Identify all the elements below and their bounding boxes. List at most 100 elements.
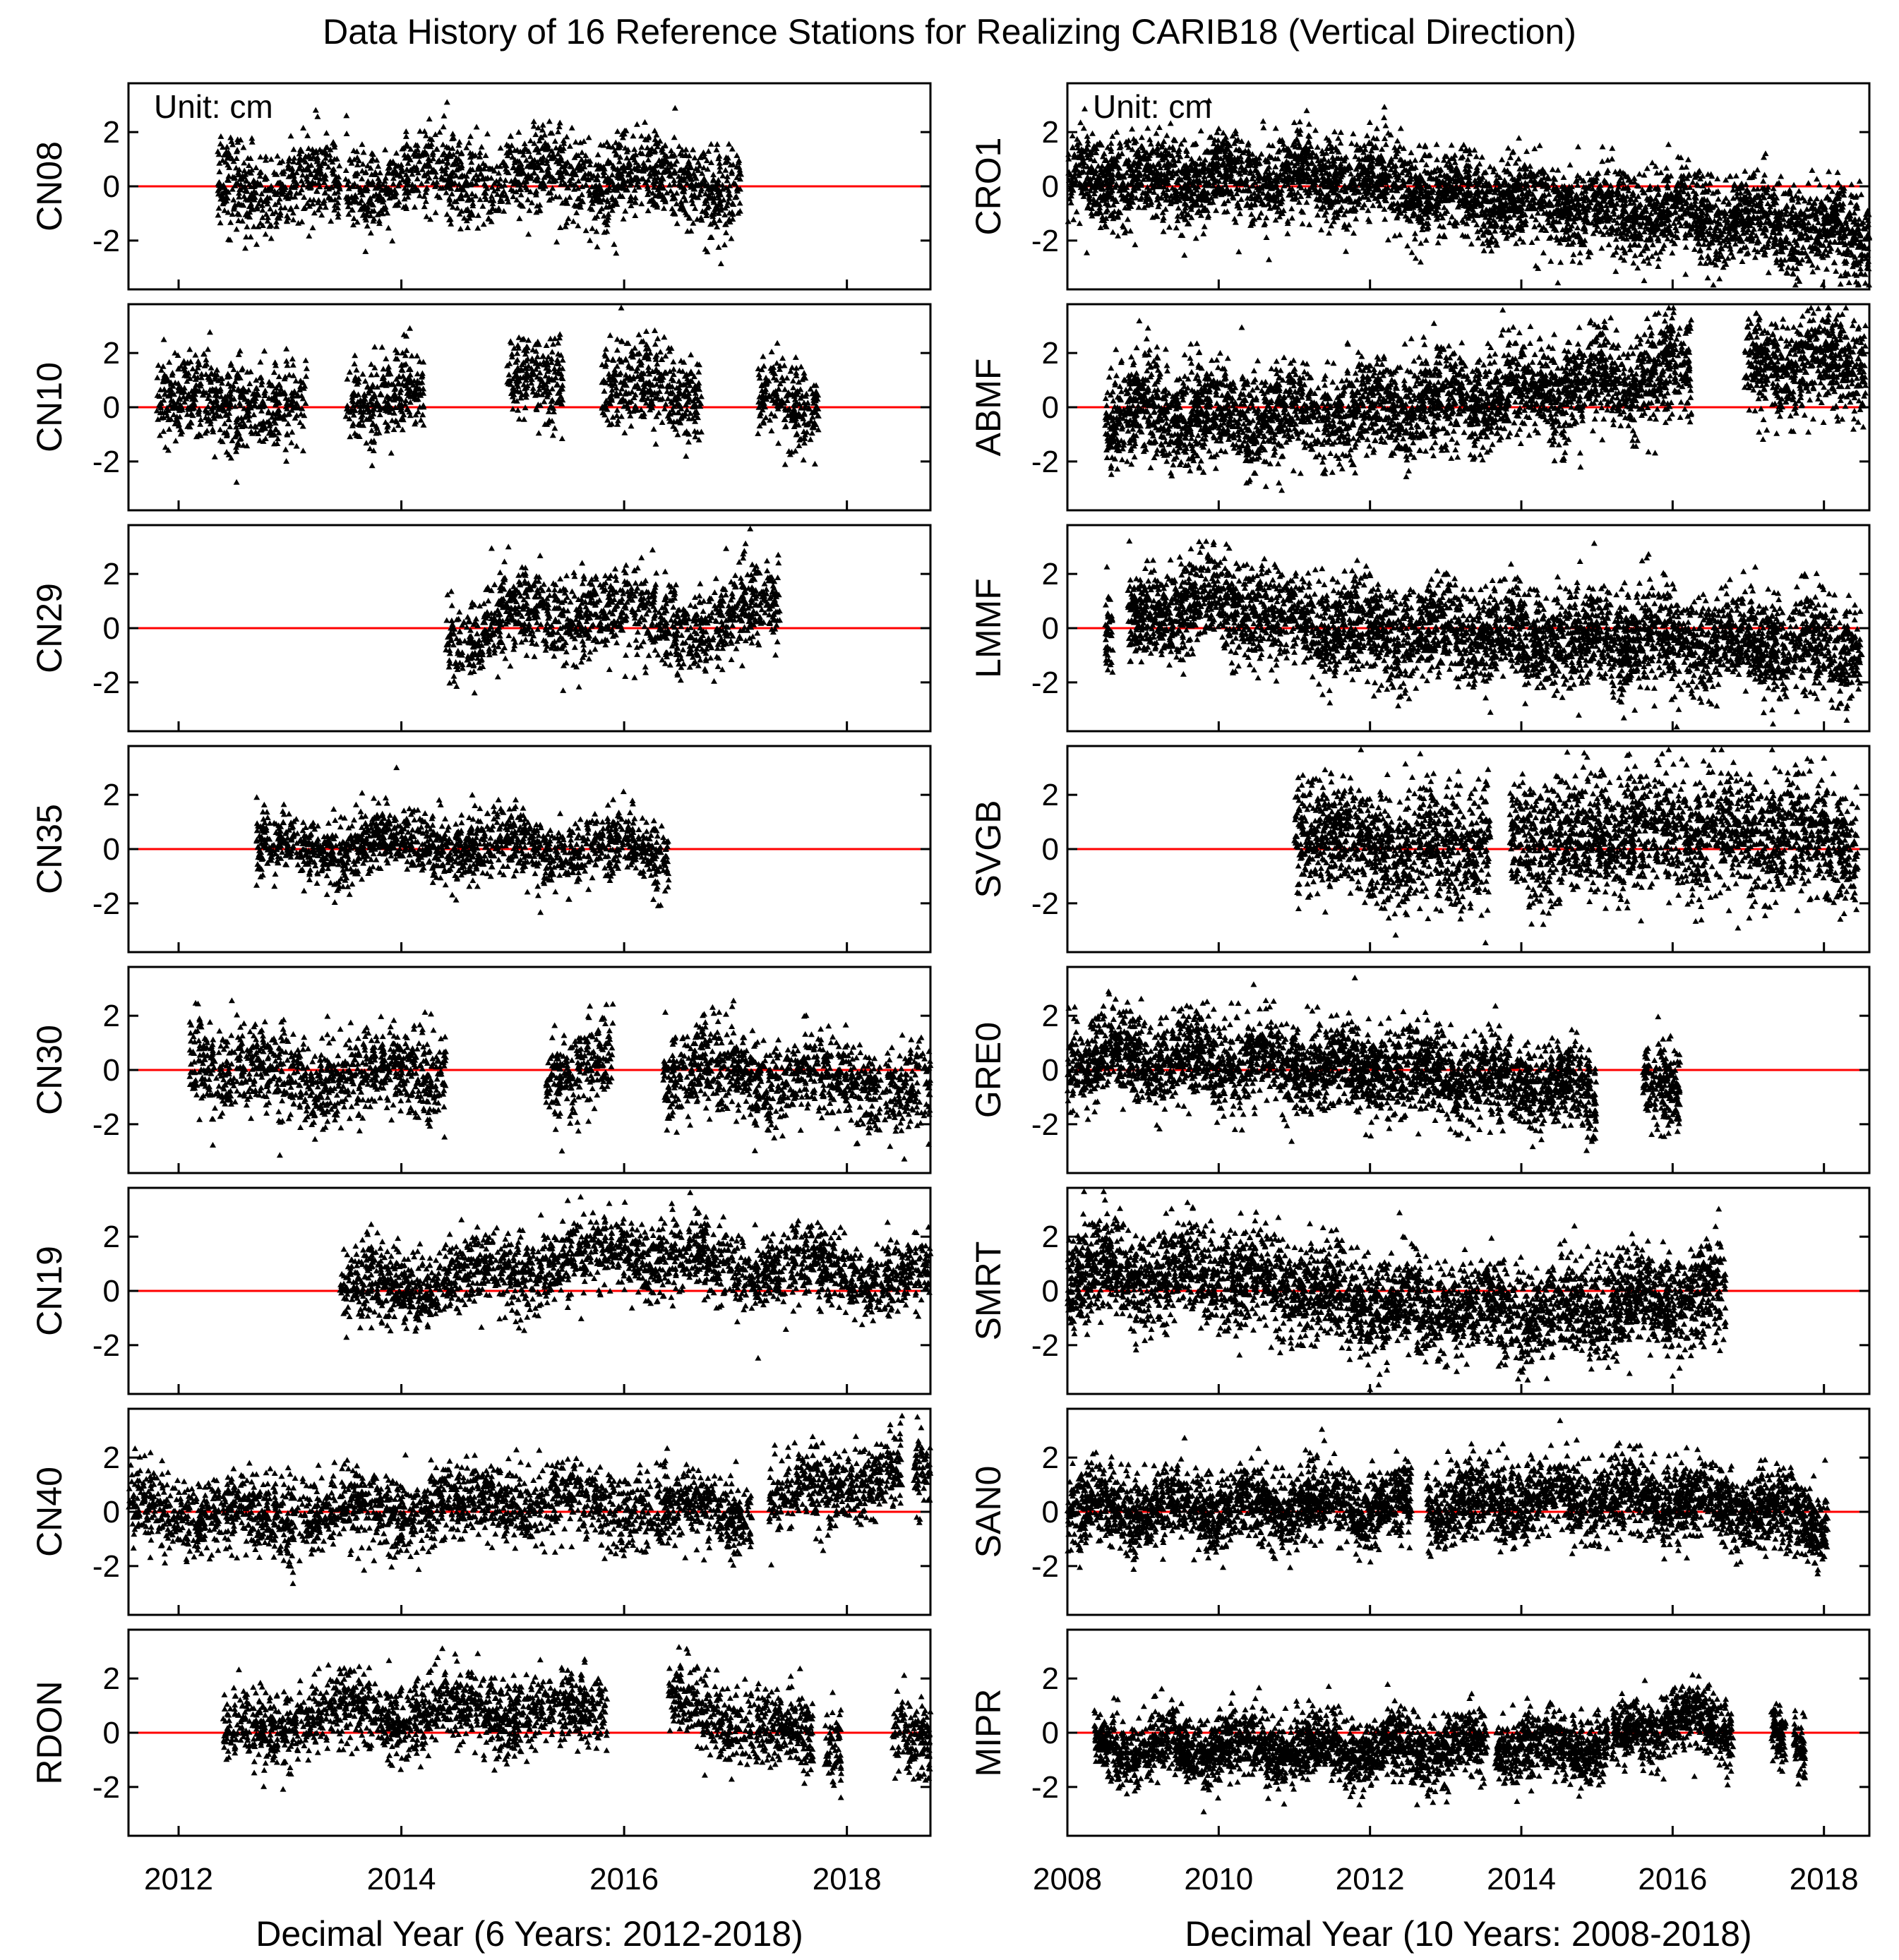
data-points bbox=[1065, 97, 1873, 288]
panel-cn30: -2 0 2 CN30 bbox=[30, 966, 934, 1174]
y-tick-label: 2 bbox=[1042, 999, 1059, 1033]
y-tick-label: 0 bbox=[103, 832, 120, 867]
data-points bbox=[1064, 1417, 1831, 1577]
y-tick-label: 2 bbox=[1042, 778, 1059, 812]
data-points bbox=[215, 99, 745, 267]
panel-abmf: -2 0 2 ABMF bbox=[969, 303, 1871, 512]
panel-svgb: -2 0 2 SVGB bbox=[969, 745, 1871, 954]
data-points bbox=[1064, 975, 1684, 1153]
y-tick-label: 0 bbox=[1042, 390, 1059, 425]
y-tick-label: -2 bbox=[1031, 224, 1059, 258]
data-points bbox=[126, 1412, 934, 1587]
y-tick-label: -2 bbox=[92, 886, 120, 921]
unit-note: Unit: cm bbox=[1093, 88, 1212, 125]
data-points bbox=[186, 997, 934, 1162]
y-tick-label: 0 bbox=[1042, 1716, 1059, 1750]
station-label: SAN0 bbox=[969, 1466, 1008, 1558]
y-tick-label: 0 bbox=[1042, 1274, 1059, 1309]
panel-san0: -2 0 2 SAN0 bbox=[969, 1407, 1871, 1616]
y-tick-label: 0 bbox=[103, 1716, 120, 1750]
station-label: RDON bbox=[30, 1681, 69, 1784]
x-axis-label: Decimal Year (10 Years: 2008-2018) bbox=[1185, 1914, 1751, 1954]
data-points bbox=[220, 1644, 934, 1800]
panel-cn19: -2 0 2 CN19 bbox=[30, 1186, 934, 1395]
station-label: SMRT bbox=[969, 1241, 1008, 1341]
y-tick-label: 2 bbox=[103, 1661, 120, 1696]
unit-note: Unit: cm bbox=[154, 88, 273, 125]
data-points bbox=[1091, 1671, 1809, 1815]
station-label: GRE0 bbox=[969, 1022, 1008, 1118]
x-tick-label: 2012 bbox=[1336, 1862, 1405, 1896]
y-tick-label: -2 bbox=[1031, 445, 1059, 479]
x-tick-label: 2018 bbox=[813, 1862, 882, 1896]
y-tick-label: -2 bbox=[1031, 886, 1059, 921]
panel-smrt: -2 0 2 SMRT bbox=[969, 1186, 1871, 1395]
y-tick-label: 0 bbox=[1042, 1495, 1059, 1529]
y-tick-label: 2 bbox=[1042, 557, 1059, 591]
station-label: ABMF bbox=[969, 359, 1008, 457]
y-tick-label: 0 bbox=[103, 611, 120, 646]
y-tick-label: 2 bbox=[1042, 1220, 1059, 1254]
y-tick-label: -2 bbox=[1031, 1549, 1059, 1584]
panel-cn35: -2 0 2 CN35 bbox=[30, 745, 932, 954]
y-tick-label: 0 bbox=[1042, 832, 1059, 867]
y-tick-label: -2 bbox=[92, 445, 120, 479]
data-points bbox=[153, 304, 822, 485]
panel-cn29: -2 0 2 CN29 bbox=[30, 524, 932, 733]
station-label: MIPR bbox=[969, 1689, 1008, 1777]
y-tick-label: -2 bbox=[1031, 1328, 1059, 1363]
station-label: LMMF bbox=[969, 578, 1008, 678]
panel-lmmf: -2 0 2 LMMF bbox=[969, 524, 1871, 733]
panel-cn40: -2 0 2 CN40 bbox=[30, 1407, 934, 1616]
x-tick-label: 2016 bbox=[1638, 1862, 1707, 1896]
y-tick-label: 0 bbox=[1042, 169, 1059, 204]
y-tick-label: 0 bbox=[103, 1495, 120, 1529]
panel-gre0: -2 0 2 GRE0 bbox=[969, 966, 1871, 1174]
chart-title: Data History of 16 Reference Stations fo… bbox=[323, 12, 1576, 52]
y-tick-label: -2 bbox=[92, 1770, 120, 1805]
panel-mipr: -2 0 2 MIPR bbox=[969, 1628, 1871, 1837]
y-tick-label: 2 bbox=[1042, 1441, 1059, 1475]
station-label: CN29 bbox=[30, 583, 69, 673]
x-tick-label: 2008 bbox=[1033, 1862, 1102, 1896]
y-tick-label: 0 bbox=[103, 1053, 120, 1088]
station-label: CN30 bbox=[30, 1025, 69, 1115]
x-axis-label: Decimal Year (6 Years: 2012-2018) bbox=[256, 1914, 803, 1954]
y-tick-label: 2 bbox=[103, 1220, 120, 1254]
y-tick-label: -2 bbox=[92, 1107, 120, 1142]
data-points bbox=[443, 525, 783, 696]
x-tick-label: 2012 bbox=[144, 1862, 213, 1896]
y-tick-label: 2 bbox=[103, 336, 120, 371]
data-points bbox=[337, 1189, 934, 1361]
y-tick-label: 0 bbox=[1042, 611, 1059, 646]
data-points bbox=[1064, 1188, 1729, 1393]
station-label: CN19 bbox=[30, 1246, 69, 1336]
panel-rdon: -2 0 2 RDON bbox=[30, 1628, 934, 1837]
y-tick-label: 2 bbox=[103, 999, 120, 1033]
data-points bbox=[1291, 746, 1862, 946]
y-tick-label: 0 bbox=[103, 1274, 120, 1309]
y-tick-label: -2 bbox=[92, 1328, 120, 1363]
y-tick-label: 2 bbox=[103, 778, 120, 812]
data-points bbox=[1102, 304, 1869, 493]
y-tick-label: -2 bbox=[1031, 666, 1059, 700]
station-label: CRO1 bbox=[969, 138, 1008, 236]
y-tick-label: 0 bbox=[1042, 1053, 1059, 1088]
data-points bbox=[253, 764, 672, 915]
y-tick-label: 2 bbox=[103, 557, 120, 591]
station-label: CN35 bbox=[30, 804, 69, 894]
x-tick-label: 2014 bbox=[1487, 1862, 1556, 1896]
y-tick-label: 2 bbox=[1042, 336, 1059, 371]
x-tick-label: 2010 bbox=[1184, 1862, 1253, 1896]
y-tick-label: -2 bbox=[92, 666, 120, 700]
x-tick-label: 2014 bbox=[367, 1862, 436, 1896]
y-tick-label: -2 bbox=[1031, 1107, 1059, 1142]
station-label: SVGB bbox=[969, 800, 1008, 898]
panel-cro1: -2 0 2 CRO1 Unit: cm bbox=[969, 82, 1873, 291]
x-tick-label: 2016 bbox=[589, 1862, 659, 1896]
y-tick-label: 0 bbox=[103, 390, 120, 425]
y-tick-label: -2 bbox=[1031, 1770, 1059, 1805]
y-tick-label: 2 bbox=[1042, 1661, 1059, 1696]
y-tick-label: 2 bbox=[103, 1441, 120, 1475]
